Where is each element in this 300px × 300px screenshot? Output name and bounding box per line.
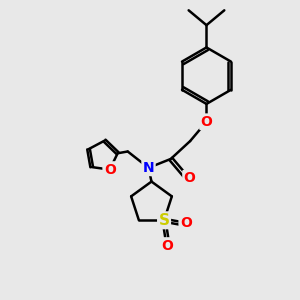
Text: O: O	[161, 238, 173, 253]
Text: O: O	[200, 115, 212, 129]
Text: O: O	[180, 216, 192, 230]
Text: O: O	[184, 171, 196, 185]
Text: N: N	[143, 161, 154, 175]
Text: O: O	[104, 163, 116, 177]
Text: S: S	[159, 213, 170, 228]
